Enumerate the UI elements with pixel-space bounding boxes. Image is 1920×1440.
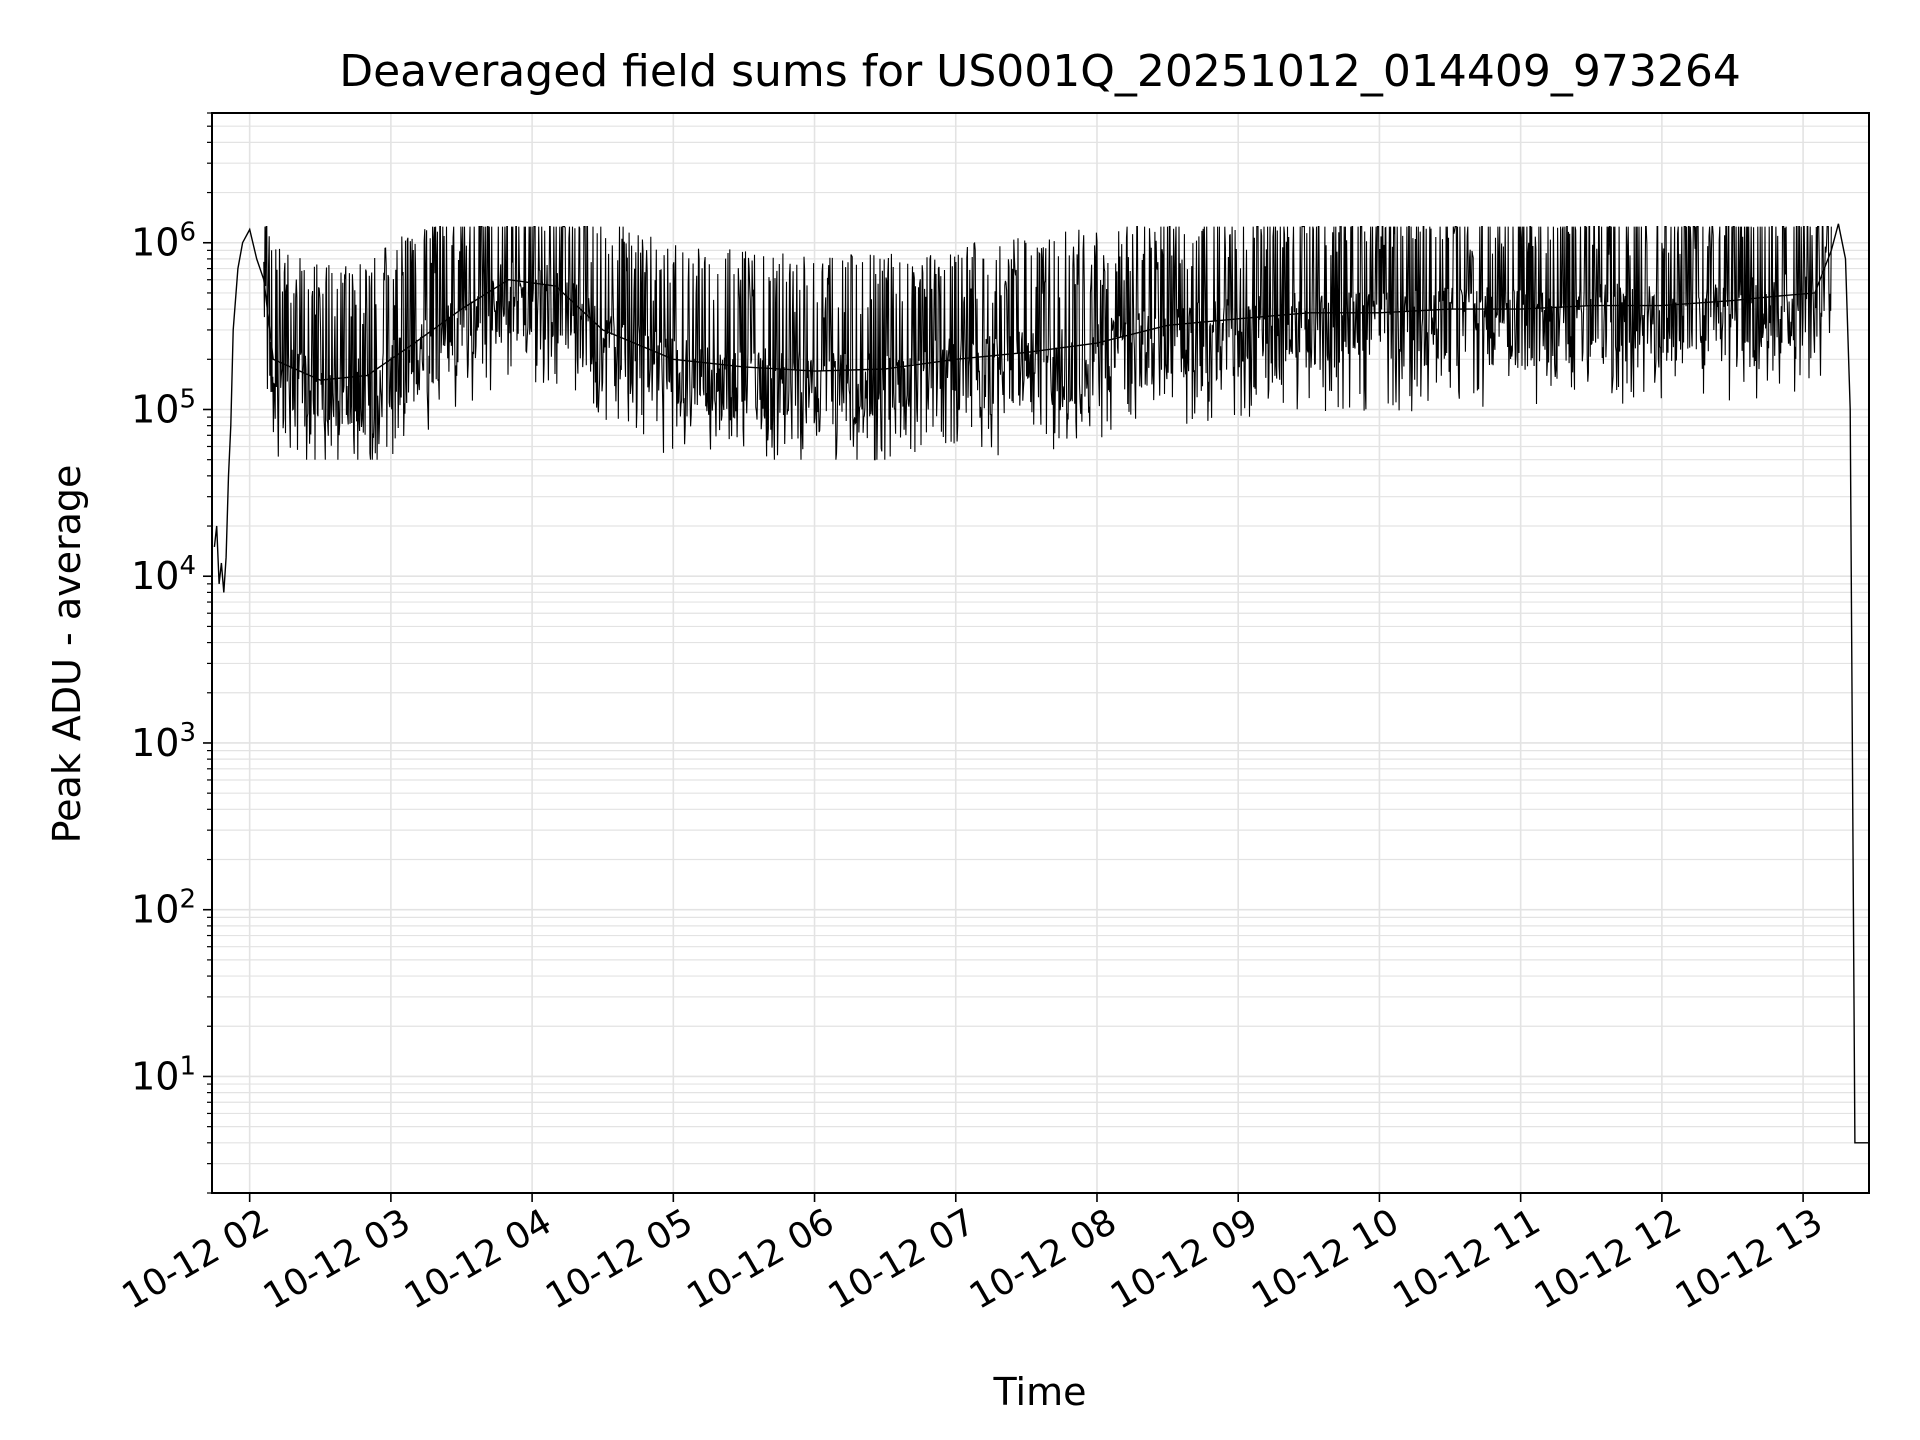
grid-lines: [212, 112, 1869, 1194]
series-line: [213, 223, 1869, 1144]
y-tick-label: 106: [131, 218, 196, 265]
x-axis-label: Time: [993, 1370, 1087, 1414]
y-tick-label: 105: [131, 384, 196, 431]
y-tick-label: 103: [131, 718, 196, 765]
y-axis-label: Peak ADU - average: [45, 465, 89, 844]
y-axis: 101 102 103 104 105 106: [131, 112, 212, 1194]
series-layer: [213, 223, 1869, 1144]
y-tick-label: 102: [131, 885, 196, 932]
y-tick-label: 101: [131, 1051, 196, 1098]
y-tick-label: 104: [131, 551, 196, 598]
plot-frame: [211, 112, 1870, 1194]
series-noise-band: [263, 225, 1832, 461]
chart-title: Deaveraged field sums for US001Q_2025101…: [339, 46, 1741, 97]
